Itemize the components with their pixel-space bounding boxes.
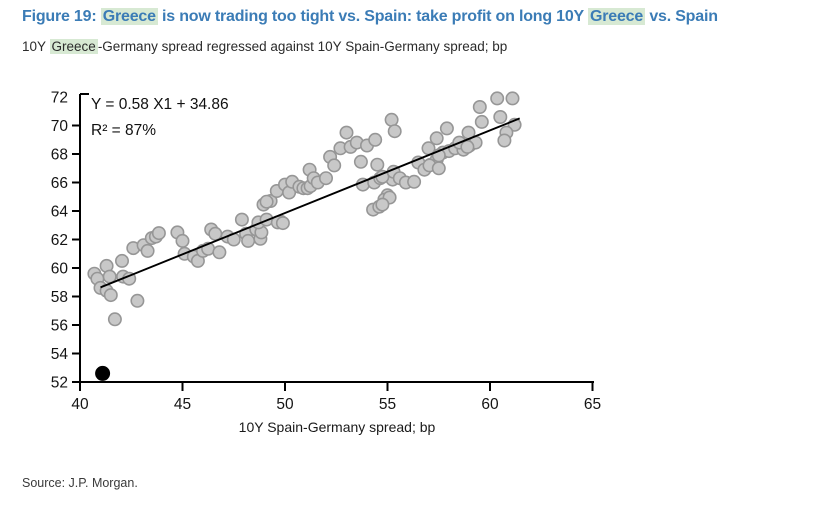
text-segment: is now trading too tight vs. Spain: take… bbox=[157, 8, 588, 25]
latest-observation-point bbox=[95, 365, 111, 381]
y-tick-label: 62 bbox=[51, 232, 68, 249]
data-point bbox=[318, 171, 333, 186]
data-point bbox=[151, 226, 166, 241]
data-point bbox=[259, 194, 274, 209]
regression-equation: Y = 0.58 X1 + 34.86 bbox=[91, 96, 229, 113]
data-point bbox=[474, 114, 489, 129]
y-tick-label: 54 bbox=[51, 346, 69, 363]
data-point bbox=[175, 233, 190, 248]
regression-annotation: Y = 0.58 X1 + 34.86 R² = 87% bbox=[91, 92, 229, 144]
data-point bbox=[130, 293, 145, 308]
data-point bbox=[115, 253, 130, 268]
data-point bbox=[103, 288, 118, 303]
data-point bbox=[107, 312, 122, 327]
data-point bbox=[208, 226, 223, 241]
data-point bbox=[472, 100, 487, 115]
highlighted-term: Greece bbox=[100, 8, 158, 25]
data-point bbox=[407, 174, 422, 189]
data-point bbox=[439, 121, 454, 136]
y-tick-label: 66 bbox=[51, 175, 68, 192]
x-tick-label: 55 bbox=[379, 396, 396, 413]
figure-title: Figure 19: Greece is now trading too tig… bbox=[22, 8, 808, 26]
data-point bbox=[241, 233, 256, 248]
x-tick-label: 65 bbox=[584, 396, 601, 413]
highlighted-term: Greece bbox=[49, 39, 98, 54]
data-point bbox=[490, 91, 505, 106]
data-point bbox=[429, 131, 444, 146]
text-segment: 10Y bbox=[22, 39, 50, 54]
data-point bbox=[140, 243, 155, 258]
data-point bbox=[212, 245, 227, 260]
data-point bbox=[497, 133, 512, 148]
data-point bbox=[327, 158, 342, 173]
text-segment: -Germany spread regressed against 10Y Sp… bbox=[97, 39, 508, 54]
data-point bbox=[384, 112, 399, 127]
figure-subtitle: 10Y Greece -Germany spread regressed agai… bbox=[22, 39, 808, 54]
data-point bbox=[339, 125, 354, 140]
regression-r-squared: R² = 87% bbox=[91, 122, 157, 139]
y-tick-label: 70 bbox=[51, 118, 69, 135]
data-point bbox=[505, 91, 520, 106]
data-point bbox=[370, 157, 385, 172]
x-tick-label: 60 bbox=[481, 396, 499, 413]
text-segment: Figure 19: bbox=[22, 8, 101, 25]
data-point bbox=[493, 110, 508, 125]
y-tick-label: 58 bbox=[51, 289, 68, 306]
y-tick-label: 64 bbox=[51, 204, 69, 221]
x-tick-label: 45 bbox=[174, 396, 191, 413]
x-tick-label: 50 bbox=[276, 396, 294, 413]
y-tick-label: 60 bbox=[51, 261, 69, 278]
data-point bbox=[368, 132, 383, 147]
x-axis-title: 10Y Spain-Germany spread; bp bbox=[238, 419, 436, 435]
highlighted-term: Greece bbox=[588, 8, 646, 25]
data-point bbox=[460, 139, 475, 154]
data-point bbox=[431, 161, 446, 176]
data-point bbox=[375, 197, 390, 212]
y-tick-label: 72 bbox=[51, 90, 68, 107]
y-tick-label: 68 bbox=[51, 147, 68, 164]
text-segment: vs. Spain bbox=[645, 8, 718, 25]
y-tick-label: 52 bbox=[51, 375, 68, 392]
y-tick-label: 56 bbox=[51, 318, 68, 335]
x-tick-label: 40 bbox=[71, 396, 89, 413]
data-point bbox=[275, 216, 290, 231]
data-point bbox=[353, 154, 368, 169]
data-point bbox=[387, 124, 402, 139]
source-text: Source: J.P. Morgan. bbox=[22, 476, 138, 490]
regression-line bbox=[100, 117, 521, 289]
data-point bbox=[234, 212, 249, 227]
